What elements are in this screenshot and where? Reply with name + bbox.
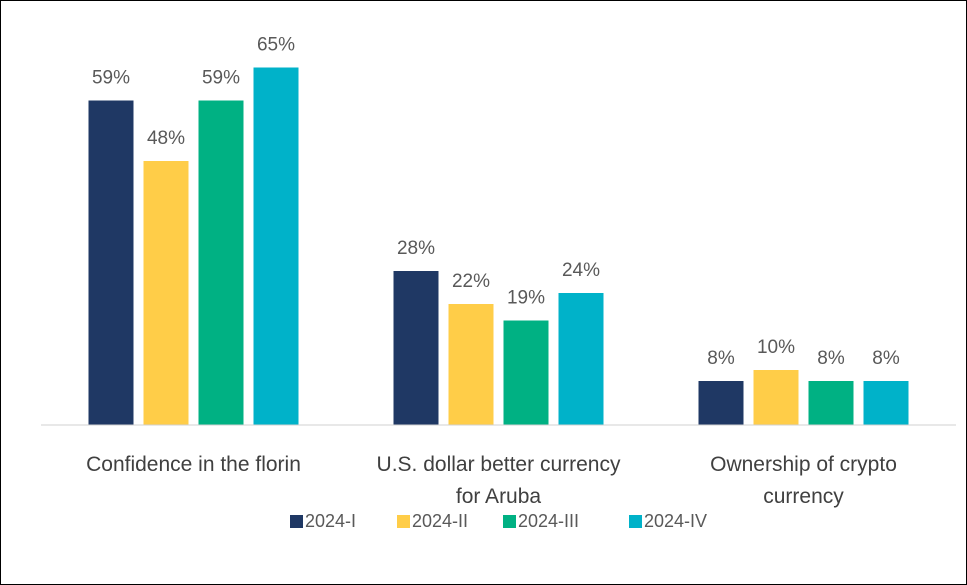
data-label: 59% <box>202 68 240 89</box>
legend-swatch <box>397 515 410 528</box>
data-label: 48% <box>147 128 185 149</box>
legend-label: 2024-IV <box>644 511 707 531</box>
data-label: 8% <box>872 348 900 369</box>
x-tick-label: Confidence in the florin <box>86 453 301 476</box>
legend-swatch <box>629 515 642 528</box>
bar <box>808 381 854 425</box>
legend-swatch <box>290 515 303 528</box>
data-label: 22% <box>452 271 490 292</box>
bar <box>863 381 909 425</box>
bar <box>503 320 549 425</box>
bar <box>753 370 799 425</box>
bar <box>393 271 439 425</box>
x-tick-label: U.S. dollar better currency for Aruba <box>376 453 621 508</box>
bar <box>88 100 134 425</box>
legend-swatch <box>503 515 516 528</box>
bar <box>198 100 244 425</box>
bar <box>253 67 299 425</box>
bar <box>558 293 604 425</box>
data-label: 24% <box>562 260 600 281</box>
bar <box>448 304 494 425</box>
bar <box>698 381 744 425</box>
data-label: 59% <box>92 68 130 89</box>
data-label: 19% <box>507 288 545 309</box>
data-label: 8% <box>817 348 845 369</box>
legend-label: 2024-III <box>518 511 579 531</box>
data-label: 10% <box>757 337 795 358</box>
x-tick-label: Ownership of crypto currency <box>710 453 897 508</box>
data-label: 28% <box>397 238 435 259</box>
data-label: 8% <box>707 348 735 369</box>
legend-label: 2024-I <box>305 511 356 531</box>
legend-label: 2024-II <box>412 511 468 531</box>
bar <box>143 161 189 425</box>
data-label: 65% <box>257 35 295 56</box>
